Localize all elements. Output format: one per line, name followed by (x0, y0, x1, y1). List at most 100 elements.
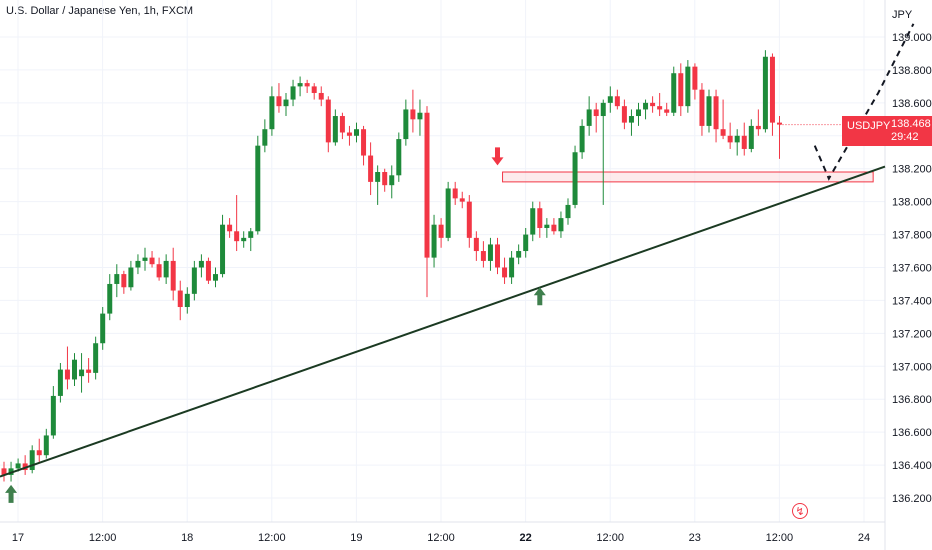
candle-down (424, 112, 430, 258)
candle-down (86, 369, 92, 373)
candle-up (706, 96, 712, 126)
candle-up (579, 125, 585, 153)
candle-up (114, 274, 120, 284)
candle-down (699, 89, 705, 126)
candle-up (354, 129, 359, 136)
candle-up (586, 109, 592, 126)
candle-down (593, 109, 599, 117)
candle-down (459, 198, 465, 202)
candle-down (741, 135, 747, 149)
resistance-zone-layer (502, 171, 874, 183)
candle-up (762, 56, 768, 130)
candle-up (403, 109, 409, 140)
candle-up (565, 204, 571, 219)
arrow-down-icon (491, 147, 504, 166)
candle-down (234, 231, 240, 242)
candle-up (184, 293, 190, 308)
x-tick-label: 12:00 (89, 532, 117, 544)
candle-down (713, 96, 719, 130)
candle-up (72, 359, 77, 380)
candle-up (255, 145, 261, 232)
candle-down (177, 290, 183, 308)
candle-up (558, 218, 564, 232)
y-tick-label: 137.200 (892, 328, 932, 340)
price-tag-symbol: USDJPY (847, 120, 891, 132)
candle-down (438, 224, 444, 238)
y-tick-label: 138.800 (892, 65, 932, 77)
time-axis[interactable]: 17 12:00 18 12:00 19 12:00 22 12:00 23 12:00 24 (12, 532, 870, 544)
candle-down (466, 201, 472, 238)
candle-down (304, 83, 310, 87)
candle-up (685, 66, 691, 107)
candle-up (191, 267, 197, 294)
candle-down (502, 267, 508, 278)
y-tick-label: 138.600 (892, 98, 932, 110)
candle-up (29, 450, 35, 471)
candle-up (431, 224, 437, 258)
candle-up (643, 102, 649, 110)
candle-up (396, 139, 402, 176)
y-tick-label: 137.000 (892, 361, 932, 373)
candle-up (248, 231, 254, 238)
x-tick-label: 23 (689, 532, 701, 544)
markers-layer (5, 147, 546, 503)
candle-down (473, 237, 479, 252)
candle-down (678, 73, 684, 107)
y-tick-label: 137.400 (892, 295, 932, 307)
candle-down (650, 102, 656, 107)
candle-up (128, 267, 134, 288)
y-tick-label: 136.600 (892, 427, 932, 439)
candle-up (220, 224, 226, 275)
candle-up (163, 260, 169, 278)
y-tick-label: 139.000 (892, 32, 932, 44)
candle-down (720, 129, 726, 136)
candle-down (614, 96, 620, 107)
price-tag-value: 138.468 (891, 118, 931, 130)
candle-down (727, 135, 733, 143)
candle-down (227, 224, 233, 232)
candle-down (325, 99, 331, 143)
candle-down (480, 251, 486, 261)
candle-down (621, 106, 627, 123)
chart-grid (0, 0, 885, 522)
candle-up (213, 274, 218, 281)
candle-up (600, 102, 606, 117)
candle-down (276, 96, 282, 107)
candle-down (170, 260, 176, 291)
trendline-layer (0, 165, 886, 478)
candle-up (107, 283, 113, 314)
candle-down (537, 208, 543, 228)
candle-up (487, 244, 493, 261)
candle-up (50, 395, 56, 436)
x-tick-label: 12:00 (766, 532, 794, 544)
candle-down (1, 468, 7, 475)
candle-down (410, 109, 416, 120)
candle-down (495, 244, 500, 268)
candle-down (36, 450, 42, 456)
candle-down (382, 172, 388, 186)
lightning-icon[interactable]: ↯ (792, 503, 808, 519)
x-tick-label: 12:00 (258, 532, 286, 544)
currency-label: JPY (892, 9, 913, 21)
price-axis[interactable]: JPY 139.000138.800138.600138.400138.2001… (892, 9, 932, 505)
candle-up (57, 369, 63, 396)
y-tick-label: 138.200 (892, 164, 932, 176)
arrow-up-icon (533, 287, 546, 306)
candle-up (262, 129, 268, 146)
candle-up (748, 125, 754, 149)
candle-down (149, 257, 155, 265)
candle-up (636, 109, 641, 117)
candle-down (205, 260, 211, 281)
y-tick-label: 136.400 (892, 460, 932, 472)
x-tick-label: 12:00 (427, 532, 455, 544)
candle-up (269, 96, 275, 130)
candles-layer (1, 50, 782, 482)
resistance-zone (502, 171, 874, 183)
candle-down (755, 125, 761, 130)
candle-up (93, 343, 99, 373)
candle-up (628, 116, 634, 123)
candle-up (332, 116, 338, 143)
candle-down (657, 106, 663, 110)
candle-up (135, 260, 141, 268)
